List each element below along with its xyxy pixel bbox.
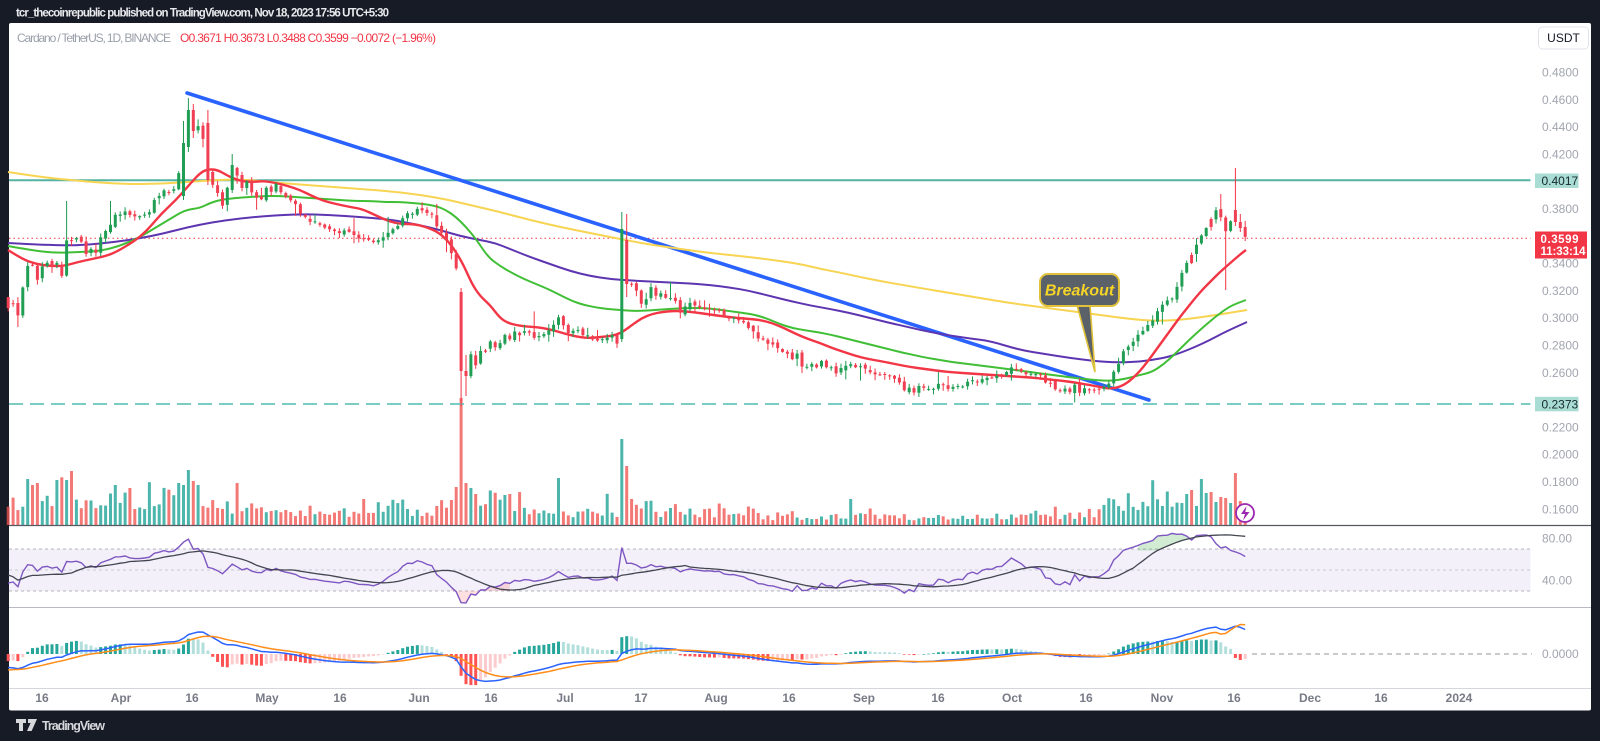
svg-text:tcr_thecoinrepublic published: tcr_thecoinrepublic published on Trading…	[16, 8, 389, 20]
svg-text:16: 16	[1227, 691, 1241, 705]
svg-text:0.3000: 0.3000	[1542, 311, 1579, 325]
svg-text:0.2800: 0.2800	[1542, 339, 1579, 353]
svg-text:16: 16	[484, 691, 498, 705]
svg-text:0.1600: 0.1600	[1542, 502, 1579, 516]
svg-text:16: 16	[931, 691, 945, 705]
svg-text:16: 16	[782, 691, 796, 705]
svg-text:11:33:14: 11:33:14	[1541, 246, 1587, 258]
svg-text:0.2373: 0.2373	[1542, 397, 1579, 411]
svg-text:0.2200: 0.2200	[1542, 420, 1579, 434]
svg-text:0.2600: 0.2600	[1542, 366, 1579, 380]
svg-text:0.3599: 0.3599	[1541, 234, 1579, 246]
svg-text:Apr: Apr	[111, 691, 132, 705]
svg-text:0.1800: 0.1800	[1542, 475, 1579, 489]
svg-text:Dec: Dec	[1299, 691, 1321, 705]
svg-text:80.00: 80.00	[1542, 532, 1572, 546]
svg-text:0.4017: 0.4017	[1542, 174, 1579, 188]
svg-text:O0.3671 H0.3673 L0.3488 C0.359: O0.3671 H0.3673 L0.3488 C0.3599 −0.0072 …	[180, 31, 436, 45]
svg-text:0.4200: 0.4200	[1542, 147, 1579, 161]
svg-text:USDT: USDT	[1547, 31, 1580, 45]
svg-text:Breakout: Breakout	[1045, 283, 1115, 300]
svg-text:0.2000: 0.2000	[1542, 448, 1579, 462]
svg-text:2024: 2024	[1446, 691, 1473, 705]
svg-text:TradingView: TradingView	[42, 719, 105, 733]
svg-text:0.3800: 0.3800	[1542, 202, 1579, 216]
svg-text:Jul: Jul	[556, 691, 573, 705]
svg-text:0.0000: 0.0000	[1542, 647, 1579, 661]
svg-text:40.00: 40.00	[1542, 574, 1572, 588]
svg-text:0.4400: 0.4400	[1542, 120, 1579, 134]
svg-text:16: 16	[1079, 691, 1093, 705]
svg-text:17: 17	[634, 691, 648, 705]
svg-text:16: 16	[185, 691, 199, 705]
svg-text:0.4800: 0.4800	[1542, 66, 1579, 80]
svg-text:16: 16	[1374, 691, 1388, 705]
svg-text:Oct: Oct	[1002, 691, 1022, 705]
svg-text:0.3400: 0.3400	[1542, 257, 1579, 271]
svg-text:Nov: Nov	[1151, 691, 1174, 705]
svg-text:Aug: Aug	[704, 691, 727, 705]
svg-text:Sep: Sep	[853, 691, 875, 705]
svg-text:16: 16	[35, 691, 49, 705]
svg-text:0.3200: 0.3200	[1542, 284, 1579, 298]
svg-text:May: May	[255, 691, 279, 705]
svg-text:Jun: Jun	[408, 691, 429, 705]
svg-text:Cardano / TetherUS, 1D, BINANC: Cardano / TetherUS, 1D, BINANCE	[17, 31, 171, 45]
svg-text:0.4600: 0.4600	[1542, 93, 1579, 107]
svg-text:16: 16	[333, 691, 347, 705]
